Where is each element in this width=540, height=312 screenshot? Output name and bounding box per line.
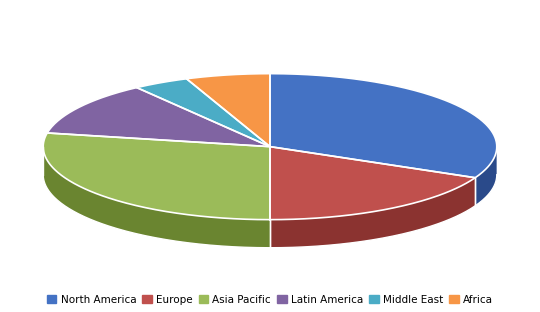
Polygon shape (270, 74, 497, 178)
Polygon shape (270, 178, 475, 248)
Polygon shape (475, 147, 497, 206)
Legend: North America, Europe, Asia Pacific, Latin America, Middle East, Africa: North America, Europe, Asia Pacific, Lat… (45, 293, 495, 307)
Polygon shape (270, 147, 475, 220)
Polygon shape (43, 133, 270, 220)
Polygon shape (43, 147, 270, 248)
Polygon shape (137, 79, 270, 147)
Polygon shape (47, 88, 270, 147)
Polygon shape (186, 74, 270, 147)
